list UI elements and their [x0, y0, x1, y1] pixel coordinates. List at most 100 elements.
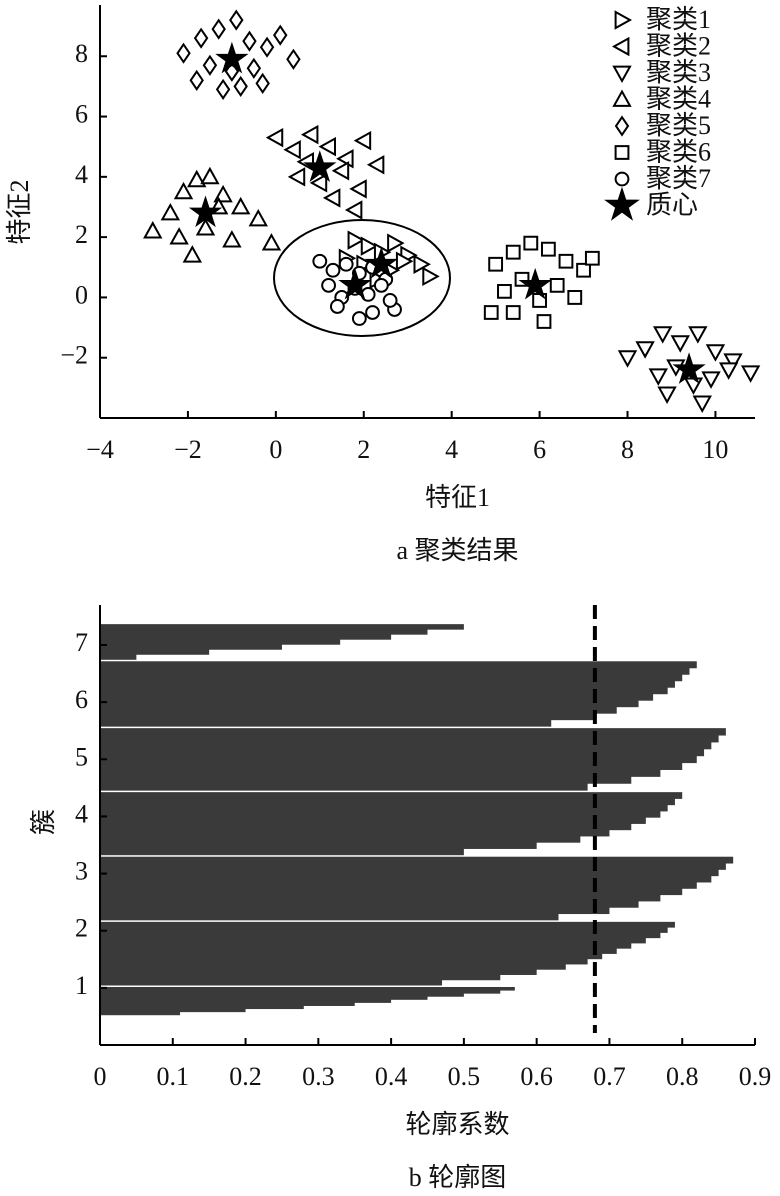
- marker: [202, 54, 218, 76]
- marker: [322, 188, 341, 208]
- silhouette-bar: [100, 993, 464, 997]
- cluster-block: [100, 856, 734, 921]
- silhouette-bar: [100, 719, 552, 727]
- marker: [617, 350, 638, 368]
- silhouette-bar: [100, 921, 675, 928]
- marker: [701, 371, 721, 389]
- marker: [683, 377, 704, 395]
- silhouette-bar: [100, 661, 697, 669]
- silhouette-bar: [100, 974, 501, 981]
- legend-label: 聚类4: [646, 84, 711, 113]
- marker: [523, 235, 539, 251]
- silhouette-bar: [100, 894, 661, 902]
- x-tick-label: 0.6: [520, 1062, 553, 1091]
- silhouette-bar: [100, 888, 683, 896]
- marker: [321, 277, 336, 293]
- x-tick-label: 0: [269, 435, 282, 464]
- silhouette-bar: [100, 927, 668, 933]
- cluster-block: [100, 921, 675, 986]
- y-tick-label: 0: [75, 280, 88, 309]
- marker: [261, 233, 282, 251]
- marker: [349, 179, 367, 199]
- marker: [329, 299, 345, 314]
- marker: [229, 9, 244, 31]
- silhouette-bar: [100, 624, 464, 630]
- silhouette-bar: [100, 798, 675, 806]
- marker: [364, 246, 398, 279]
- marker: [265, 127, 284, 148]
- y-tick-label: 6: [75, 100, 88, 129]
- legend-label: 聚类5: [646, 111, 711, 140]
- cluster-block: [100, 728, 726, 791]
- silhouette-bar: [100, 848, 464, 856]
- x-tick-label: 0: [94, 1062, 107, 1091]
- marker: [584, 250, 600, 266]
- x-tick-label: 0.7: [593, 1062, 626, 1091]
- marker: [382, 293, 398, 308]
- y-tick-label: 7: [75, 628, 88, 657]
- marker: [657, 386, 677, 404]
- silhouette-bar: [100, 728, 726, 736]
- x-tick-label: 2: [357, 435, 370, 464]
- marker: [692, 395, 712, 413]
- silhouette-bar: [100, 1002, 355, 1006]
- marker: [187, 169, 207, 188]
- x-tick-label: 0.2: [229, 1062, 262, 1091]
- silhouette-bar: [100, 748, 705, 757]
- cluster-block: [100, 792, 683, 856]
- marker: [488, 256, 504, 272]
- marker: [740, 365, 761, 383]
- marker: [672, 352, 706, 384]
- marker: [718, 362, 739, 380]
- silhouette-bar: [100, 762, 683, 770]
- marker: [483, 305, 499, 320]
- silhouette-bar: [100, 735, 719, 743]
- marker: [300, 124, 319, 145]
- silhouette-bar: [100, 963, 566, 970]
- marker: [395, 251, 414, 271]
- legend-marker: [612, 65, 632, 84]
- x-tick-label: −4: [86, 435, 114, 464]
- silhouette-bar: [100, 913, 559, 921]
- silhouette-bar: [100, 835, 581, 843]
- chart-caption: b 轮廓图: [409, 1163, 507, 1192]
- x-axis-label: 轮廓系数: [405, 1110, 509, 1139]
- silhouette-bar: [100, 792, 683, 799]
- silhouette-bar: [100, 755, 697, 764]
- marker: [422, 266, 440, 287]
- cluster-block: [100, 624, 464, 660]
- silhouette-bar: [100, 649, 210, 655]
- legend-marker: [604, 186, 640, 221]
- legend-marker: [614, 171, 630, 187]
- silhouette-bar: [100, 979, 443, 986]
- marker: [309, 173, 328, 193]
- marker: [360, 236, 379, 256]
- marker: [211, 18, 226, 40]
- marker: [318, 136, 336, 157]
- legend-label: 聚类3: [646, 58, 711, 87]
- y-axis-label: 簇: [29, 809, 58, 835]
- x-tick-label: 0.4: [375, 1062, 408, 1091]
- silhouette-bar: [100, 881, 697, 889]
- marker: [373, 277, 389, 293]
- silhouette-bar: [100, 1011, 181, 1016]
- marker: [215, 78, 231, 100]
- marker: [143, 221, 163, 239]
- silhouette-bar: [100, 823, 632, 831]
- marker: [331, 161, 350, 181]
- marker: [195, 218, 216, 236]
- marker: [360, 287, 376, 302]
- legend-marker: [611, 36, 630, 57]
- marker: [365, 305, 380, 320]
- marker: [259, 36, 275, 58]
- silhouette-bar: [100, 674, 683, 682]
- silhouette-bar: [100, 900, 639, 908]
- silhouette-bar: [100, 1008, 246, 1013]
- marker: [344, 200, 363, 220]
- marker: [200, 166, 220, 185]
- x-tick-label: 10: [702, 435, 728, 464]
- legend-marker: [612, 89, 632, 107]
- x-tick-label: 8: [621, 435, 634, 464]
- legend-label: 聚类7: [646, 164, 711, 193]
- x-tick-label: −2: [174, 435, 202, 464]
